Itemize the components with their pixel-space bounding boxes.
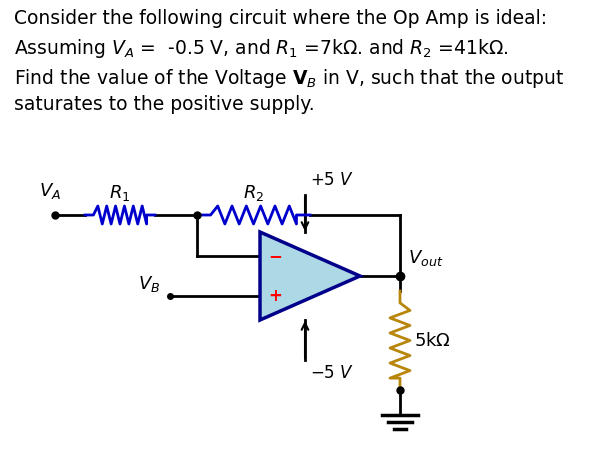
Text: Find the value of the Voltage $\mathbf{V_{\mathit{B}}}$ in V, such that the outp: Find the value of the Voltage $\mathbf{V… xyxy=(14,67,564,90)
Text: 5k$\Omega$: 5k$\Omega$ xyxy=(414,331,451,350)
Text: saturates to the positive supply.: saturates to the positive supply. xyxy=(14,95,315,114)
Text: $R_1$: $R_1$ xyxy=(110,183,131,203)
Text: $V_A$: $V_A$ xyxy=(39,181,61,201)
Text: Assuming $V_A$ =  -0.5 V, and $R_1$ =7k$\Omega$. and $R_2$ =41k$\Omega$.: Assuming $V_A$ = -0.5 V, and $R_1$ =7k$\… xyxy=(14,37,509,60)
Text: $V_{out}$: $V_{out}$ xyxy=(408,248,443,268)
Text: $R_2$: $R_2$ xyxy=(243,183,264,203)
Polygon shape xyxy=(260,232,360,320)
Text: −: − xyxy=(268,247,282,265)
Text: $V_B$: $V_B$ xyxy=(138,274,160,294)
Text: +5 $V$: +5 $V$ xyxy=(310,171,354,189)
Text: Consider the following circuit where the Op Amp is ideal:: Consider the following circuit where the… xyxy=(14,9,547,28)
Text: $-$5 $V$: $-$5 $V$ xyxy=(310,364,354,382)
Text: +: + xyxy=(268,287,282,305)
